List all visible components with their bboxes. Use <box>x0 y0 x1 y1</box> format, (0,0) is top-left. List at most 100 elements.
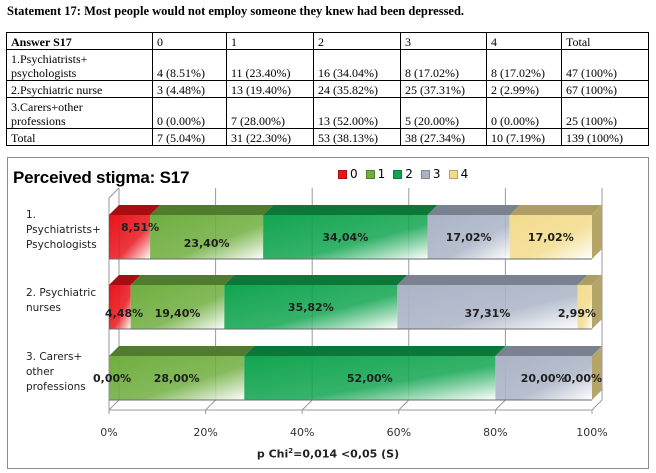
table-cell: 139 (100%) <box>561 128 649 146</box>
legend-swatch <box>393 169 403 179</box>
x-axis-label-text: =0,014 <0,05 (S) <box>293 447 400 461</box>
data-label: 4,48% <box>105 307 143 320</box>
bar-top-face <box>263 205 438 215</box>
bar-top-face <box>577 275 602 285</box>
header-cell: 2 <box>313 32 401 50</box>
data-label: 2,99% <box>558 307 596 320</box>
data-label: 28,00% <box>154 372 200 385</box>
table-cell: 53 (38.13%) <box>313 128 401 146</box>
bar-segment <box>244 356 496 400</box>
bar-top-face <box>509 205 602 215</box>
category-label-line: Psychologists <box>26 239 97 251</box>
legend-item: 2 <box>393 167 413 181</box>
legend-swatch <box>338 169 347 179</box>
bar-top-face <box>150 205 274 215</box>
legend-swatch <box>448 169 458 179</box>
legend-item: 1 <box>365 167 385 181</box>
table-cell: 7 (5.04%) <box>152 128 227 146</box>
bar-top-face <box>109 346 255 356</box>
table-cell: 3 (4.48%) <box>152 80 227 98</box>
floor-gridline <box>205 399 216 411</box>
table-cell: 0 (0.00%) <box>152 97 227 129</box>
data-label: 0,00% <box>93 372 131 385</box>
legend-item: 0 <box>338 167 358 181</box>
bar-top-face <box>224 275 408 285</box>
bar-top-face <box>397 275 588 285</box>
legend-label: 0 <box>350 167 358 181</box>
chart-legend: 0 1 2 3 4 <box>338 167 468 181</box>
x-axis-label: p Chi2=0,014 <0,05 (S) <box>8 447 648 461</box>
table-cell: 2 (2.99%) <box>486 80 562 98</box>
x-tick-label: 100% <box>576 426 608 439</box>
data-label: 35,82% <box>288 301 334 314</box>
floor-gridline <box>495 399 506 411</box>
bar-segment <box>109 285 131 329</box>
header-cell: Answer S17 <box>6 32 153 50</box>
row-label: Total <box>6 128 153 146</box>
table-cell: 4 (8.51%) <box>152 49 227 81</box>
x-tick-label: 20% <box>193 426 218 439</box>
table-row: 3.Carers+other professions 0 (0.00%) 7 (2… <box>6 97 649 129</box>
table-cell: 10 (7.19%) <box>486 128 562 146</box>
header-cell: 3 <box>400 32 487 50</box>
bar-end-cap <box>592 205 602 259</box>
x-axis-label-text: p Chi <box>256 447 289 461</box>
bar-segment <box>109 356 245 400</box>
bar-segment <box>130 285 225 329</box>
floor-gridline <box>301 399 313 411</box>
category-label-line: 3. Carers+ <box>26 351 83 363</box>
category-label-line: 1. <box>26 209 37 221</box>
header-cell: 4 <box>486 32 562 50</box>
table-cell: 7 (28.00%) <box>226 97 314 129</box>
results-table: Answer S17 0 1 2 3 4 Total 1.Psychiatris… <box>6 32 649 146</box>
bar-segment <box>224 285 398 329</box>
bar-segment <box>397 285 578 329</box>
data-label: 20,00% <box>521 372 567 385</box>
bar-segment <box>509 215 592 259</box>
category-label-line: professions <box>26 381 86 393</box>
row-label-line: professions <box>11 114 66 128</box>
table-cell: 25 (100%) <box>561 97 649 129</box>
x-tick-label: 40% <box>289 426 315 439</box>
bar-segment <box>109 215 151 259</box>
table-cell: 24 (35.82%) <box>313 80 401 98</box>
bar-top-face <box>427 205 520 215</box>
data-label: 17,02% <box>446 231 492 244</box>
bar-segment <box>427 215 510 259</box>
legend-item: 3 <box>420 167 441 181</box>
bar-segment <box>150 215 264 259</box>
table-cell: 47 (100%) <box>561 49 649 81</box>
table-total-row: Total 7 (5.04%) 31 (22.30%) 53 (38.13%) … <box>6 128 649 146</box>
table-cell: 38 (27.34%) <box>400 128 487 146</box>
bar-end-cap <box>592 275 602 329</box>
row-label-line: 3.Carers+other <box>11 100 83 114</box>
bar-segment <box>495 356 592 400</box>
data-label: 37,31% <box>465 307 511 320</box>
table-row: 1.Psychiatrists+ psychologists 4 (8.51%) … <box>6 49 649 81</box>
bar-segment <box>263 215 428 259</box>
chart-title: Perceived stigma: S17 <box>13 168 190 187</box>
table-cell: 8 (17.02%) <box>400 49 487 81</box>
table-cell: 25 (37.31%) <box>400 80 487 98</box>
bar-top-face <box>495 346 602 356</box>
left-wall <box>108 187 120 410</box>
table-cell: 13 (52.00%) <box>313 97 401 129</box>
category-label: 3. Carers+ other professions <box>26 350 86 395</box>
x-tick-label: 0% <box>100 426 118 439</box>
table-cell: 13 (19.40%) <box>226 80 314 98</box>
header-cell: 0 <box>152 32 227 50</box>
row-label-line: 1.Psychiatrists+ <box>11 52 88 66</box>
category-label: 1. Psychiatrists+ Psychologists <box>26 208 101 253</box>
legend-item: 4 <box>448 167 468 181</box>
table-cell: 67 (100%) <box>561 80 649 98</box>
row-label: 2.Psychiatric nurse <box>6 80 153 98</box>
data-label: 19,40% <box>155 307 201 320</box>
data-label: 52,00% <box>347 372 393 385</box>
table-header-row: Answer S17 0 1 2 3 4 Total <box>6 32 649 50</box>
legend-swatch <box>420 169 430 179</box>
x-tick-label: 60% <box>386 426 412 439</box>
row-label: 1.Psychiatrists+ psychologists <box>6 49 153 81</box>
bar-top-face <box>244 346 506 356</box>
bar-top-face <box>130 275 235 285</box>
statement-title: Statement 17: Most people would not empl… <box>7 4 465 18</box>
